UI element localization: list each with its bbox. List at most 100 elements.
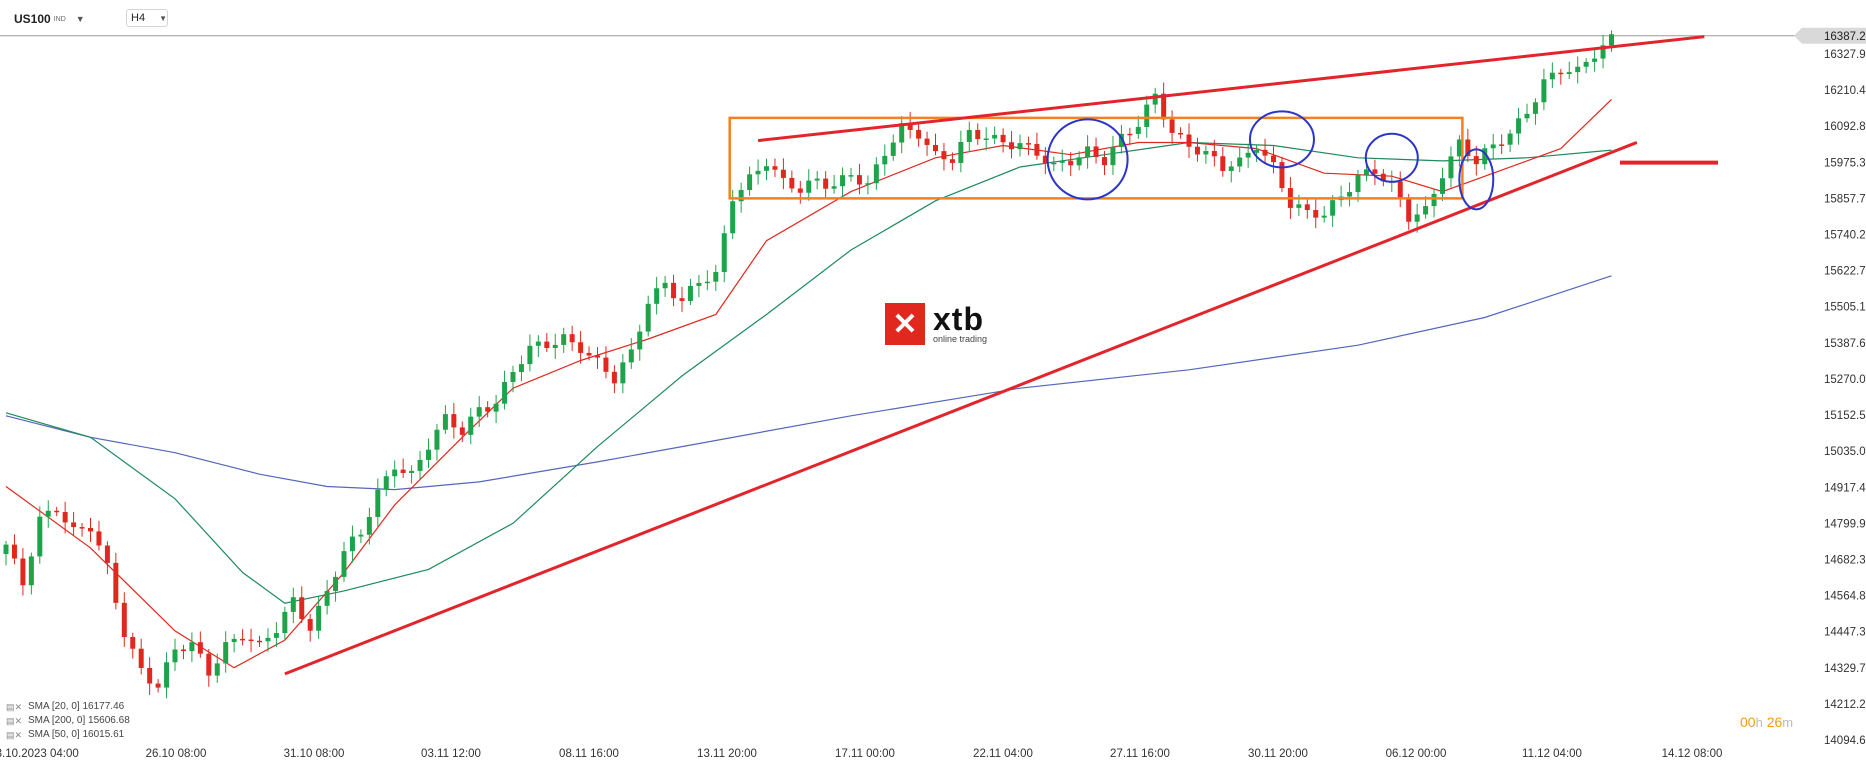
candle-body (147, 667, 153, 684)
candle-body (747, 174, 753, 191)
candle-body (848, 175, 854, 177)
candle-body (189, 642, 195, 652)
candle-body (933, 144, 938, 152)
candle-body (1152, 93, 1158, 105)
indicator-settings-icon[interactable]: ▤✕ (6, 730, 23, 740)
candle-body (586, 352, 592, 356)
candle-body (764, 166, 769, 171)
sma50-path (5, 141, 1612, 604)
candle-body (1296, 204, 1302, 208)
highlight-circle (1458, 148, 1495, 211)
candle-body (1414, 214, 1420, 222)
candle-body (20, 558, 26, 586)
sma20-line (5, 98, 1612, 669)
candle-body (1042, 155, 1048, 164)
candle-body (485, 407, 491, 412)
candle-body (1245, 152, 1251, 158)
x-axis: 23.10.2023 04:00 26.10 08:00 31.10 08:00 03… (0, 748, 1722, 760)
candle-body (1118, 133, 1124, 148)
highlight-circle (1046, 118, 1129, 201)
candle-body (1372, 169, 1378, 174)
y-tick-label: 14682.38 (1824, 554, 1866, 566)
candle-body (1575, 66, 1581, 73)
candle-body (28, 556, 34, 586)
candle-body (502, 381, 508, 404)
candle-body (645, 303, 651, 332)
candle-body (1549, 72, 1555, 80)
candle-body (138, 648, 144, 668)
y-tick-label: 15975.33 (1824, 157, 1866, 169)
annotations (284, 35, 1718, 676)
candle-body (333, 576, 339, 591)
candle-body (1076, 157, 1082, 166)
candle-body (916, 129, 922, 139)
candle-body (628, 349, 634, 363)
candle-body (392, 469, 398, 477)
candle-body (1363, 169, 1369, 175)
candle-body (71, 522, 77, 528)
candle-body (468, 416, 474, 435)
timeframe-label: H4 (131, 12, 146, 24)
candle-body (349, 536, 355, 552)
indicator-settings-icon[interactable]: ▤✕ (6, 702, 23, 712)
candle-body (493, 403, 499, 412)
legend-item[interactable]: ▤✕ SMA [200, 0] 15606.68 (6, 714, 130, 728)
candle-body (282, 611, 288, 634)
candle-body (730, 201, 736, 234)
candle-body (941, 151, 947, 160)
timer-minutes: 26 (1766, 714, 1783, 730)
candle-body (434, 429, 440, 450)
xtb-logo: ✕ xtb online trading (885, 303, 987, 345)
candle-body (1271, 155, 1276, 163)
x-tick-label: 30.11 20:00 (1248, 748, 1308, 760)
candle-body (442, 414, 448, 430)
candle-body (983, 138, 989, 140)
indicator-legend: ▤✕ SMA [20, 0] 16177.46 ▤✕ SMA [200, 0] … (6, 700, 130, 742)
timeframe-selector[interactable]: H4 ▼ (126, 9, 168, 27)
candle-body (155, 683, 161, 688)
candle-body (662, 282, 668, 289)
candle-body (949, 159, 955, 163)
candle-body (696, 282, 702, 286)
candle-body (1482, 148, 1488, 165)
candle-body (1397, 181, 1403, 199)
candle-body (1211, 151, 1217, 157)
sma50-line (5, 141, 1612, 604)
resistance-trendline (757, 35, 1705, 143)
candle-body (409, 470, 415, 473)
xtb-logo-mark: ✕ (885, 303, 925, 345)
candle-body (96, 531, 102, 546)
xtb-logo-name: xtb (933, 301, 984, 337)
symbol-class: IND (53, 15, 66, 23)
symbol-selector[interactable]: US100 IND ▼ (14, 8, 85, 30)
legend-label: SMA [50, 0] (28, 729, 80, 740)
candle-body (164, 662, 170, 688)
candle-body (1102, 157, 1107, 166)
candle-body (1161, 93, 1167, 120)
x-tick-label: 08.11 16:00 (559, 748, 619, 760)
candle-body (45, 510, 51, 517)
candle-body (721, 233, 727, 273)
y-tick-label: 14212.21 (1824, 699, 1866, 711)
candle-body (535, 341, 541, 346)
legend-item[interactable]: ▤✕ SMA [50, 0] 16015.61 (6, 728, 130, 742)
candle-body (1516, 118, 1522, 134)
legend-item[interactable]: ▤✕ SMA [20, 0] 16177.46 (6, 700, 130, 714)
candle-body (611, 371, 617, 384)
candle-body (299, 597, 305, 619)
candle-body (231, 638, 237, 643)
candle-body (1600, 45, 1606, 59)
candle-body (1093, 146, 1099, 158)
support-trendline (284, 141, 1638, 676)
candle-body (1465, 139, 1471, 157)
candle-body (1313, 210, 1319, 218)
candle-body (206, 653, 212, 676)
last-price-label: 16387.29 (1824, 31, 1866, 43)
candle-body (840, 175, 846, 187)
candle-body (544, 341, 550, 349)
candle-body (172, 649, 178, 663)
indicator-settings-icon[interactable]: ▤✕ (6, 716, 23, 726)
candle-body (1490, 144, 1496, 149)
candle-body (1059, 160, 1065, 163)
